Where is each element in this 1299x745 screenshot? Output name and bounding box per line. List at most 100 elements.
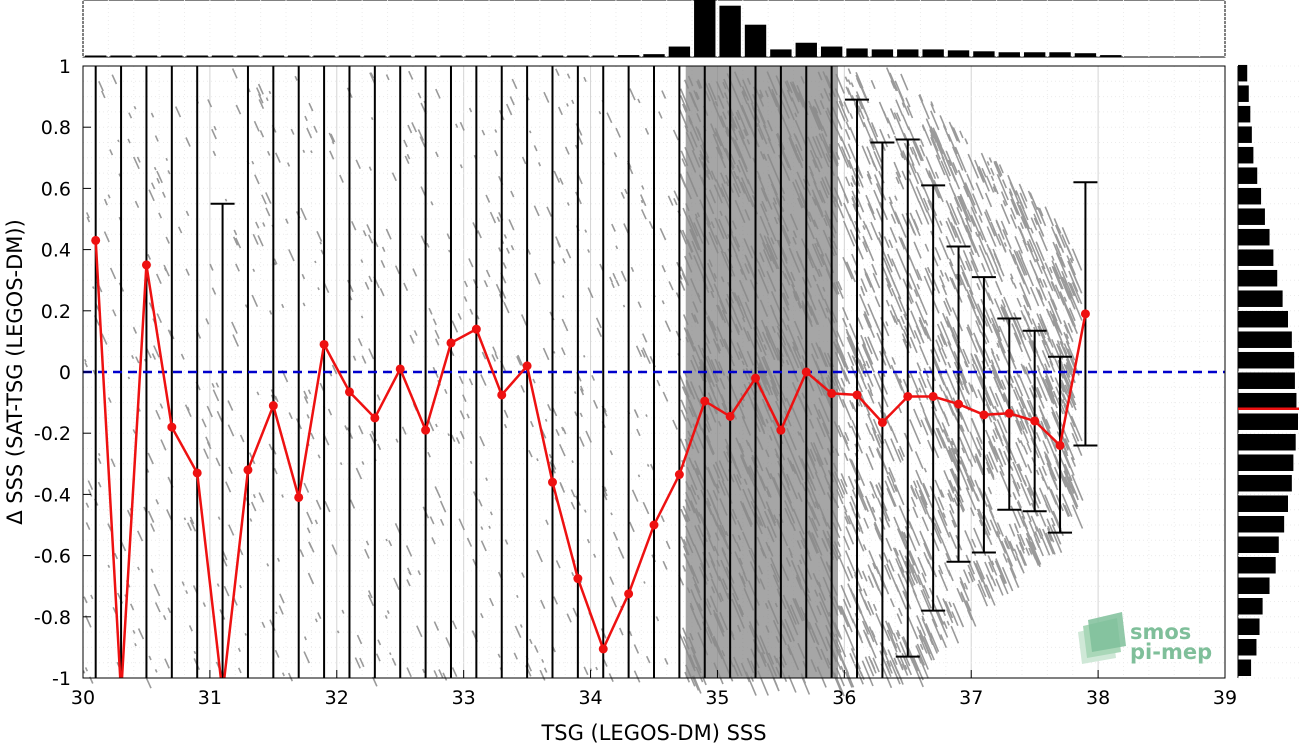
top-histogram-bar — [668, 46, 691, 57]
right-histogram-bar — [1238, 105, 1251, 123]
top-histogram-bar — [440, 55, 462, 57]
mean-point — [700, 396, 710, 406]
mean-point — [497, 390, 507, 400]
mean-point — [598, 644, 608, 654]
right-histogram-bar — [1238, 618, 1260, 635]
y-axis-title: Δ SSS (SAT-TSG (LEGOS-DM)) — [3, 219, 27, 525]
mean-point — [928, 391, 938, 401]
y-axis: 1 0.8 0.6 0.4 0.2 0 -0.2 -0.4 -0.6 -0.8 -1 — [34, 56, 91, 690]
right-histogram-bar — [1238, 372, 1295, 389]
mean-point — [1004, 408, 1014, 418]
error-bars — [94, 66, 1098, 678]
top-histogram-bar — [947, 50, 970, 57]
top-histogram-bar — [897, 49, 919, 57]
top-histogram-bar — [1023, 52, 1046, 57]
right-histogram-bar — [1238, 228, 1270, 246]
x-tick-label: 36 — [832, 687, 856, 709]
y-tick-label: -0.2 — [34, 423, 71, 445]
mean-point — [294, 492, 304, 502]
mean-point — [801, 367, 811, 377]
y-tick-label: 0.2 — [41, 301, 71, 323]
top-histogram-bar — [288, 55, 310, 57]
y-tick-label: 0.4 — [41, 240, 71, 262]
mean-point — [268, 401, 278, 411]
top-histogram-bar — [338, 55, 361, 57]
right-histogram-bar — [1238, 495, 1288, 512]
error-bar — [870, 141, 895, 678]
top-histogram-bar — [1074, 53, 1097, 57]
top-histogram-bar — [161, 55, 183, 57]
top-histogram — [82, 0, 1226, 58]
right-histogram-bar — [1238, 433, 1296, 451]
top-histogram-bar — [1100, 55, 1122, 57]
right-histogram-bar — [1238, 597, 1263, 615]
right-histogram-bar — [1238, 577, 1270, 594]
x-tick-label: 37 — [959, 687, 983, 709]
top-histogram-bar — [871, 49, 894, 57]
mean-point — [446, 338, 456, 348]
mean-series — [91, 235, 1090, 678]
mean-line — [94, 240, 1087, 678]
top-histogram-bar — [567, 55, 589, 57]
mean-point — [167, 422, 177, 432]
top-histogram-bar — [491, 55, 513, 57]
y-tick-label: -0.6 — [34, 546, 71, 568]
mean-point — [344, 387, 354, 397]
right-histogram-bar — [1238, 638, 1257, 656]
right-histogram-bar — [1238, 290, 1283, 307]
x-tick-label: 33 — [452, 687, 476, 709]
top-histogram-bar — [1049, 52, 1071, 57]
top-histogram-bar — [135, 55, 158, 57]
mean-point — [852, 390, 862, 400]
right-histogram — [1237, 64, 1299, 679]
mean-point — [91, 235, 101, 245]
mean-point — [243, 465, 253, 475]
mean-point — [370, 413, 380, 423]
top-histogram-bar — [85, 55, 107, 57]
right-histogram-bar — [1238, 146, 1254, 164]
mean-point — [1055, 440, 1065, 450]
right-histogram-bar — [1238, 515, 1285, 533]
x-tick-label: 38 — [1086, 687, 1110, 709]
mean-point — [1030, 416, 1040, 426]
mean-point — [751, 373, 761, 383]
y-tick-label: 0 — [59, 362, 71, 384]
x-tick-label: 39 — [1213, 687, 1237, 709]
top-histogram-bar — [110, 55, 132, 57]
top-histogram-bar — [770, 49, 792, 57]
mean-point — [319, 339, 329, 349]
right-histogram-bar — [1238, 249, 1274, 266]
y-tick-label: 0.8 — [41, 117, 71, 139]
top-histogram-bar — [592, 55, 614, 57]
mean-point — [776, 425, 786, 435]
top-histogram-bar — [617, 55, 640, 57]
mean-point — [547, 477, 557, 487]
top-histogram-bar — [744, 24, 767, 57]
top-histogram-bar — [998, 52, 1020, 57]
right-histogram-bar — [1238, 269, 1278, 287]
right-histogram-bar — [1238, 413, 1298, 430]
mean-point — [877, 417, 887, 427]
mean-point — [674, 470, 684, 480]
mean-point — [471, 324, 481, 334]
x-tick-label: 34 — [578, 687, 602, 709]
y-tick-label: -1 — [52, 668, 71, 690]
right-histogram-bar — [1238, 351, 1295, 369]
top-histogram-bar — [186, 55, 208, 57]
right-histogram-bar — [1238, 126, 1252, 143]
top-histogram-bar — [643, 54, 665, 57]
mean-point — [725, 411, 735, 421]
right-histogram-bar — [1238, 536, 1279, 553]
top-histogram-bar — [262, 55, 285, 57]
mean-point — [649, 520, 659, 530]
top-histogram-bar — [414, 55, 437, 57]
top-histogram-bar — [820, 46, 843, 57]
y-tick-label: 1 — [59, 56, 71, 78]
x-axis-title: TSG (LEGOS-DM) SSS — [540, 721, 766, 745]
logo-mark-icon — [1078, 612, 1126, 664]
top-histogram-bar — [313, 55, 335, 57]
top-histogram-bar — [846, 48, 868, 57]
top-histogram-bar — [389, 55, 411, 57]
